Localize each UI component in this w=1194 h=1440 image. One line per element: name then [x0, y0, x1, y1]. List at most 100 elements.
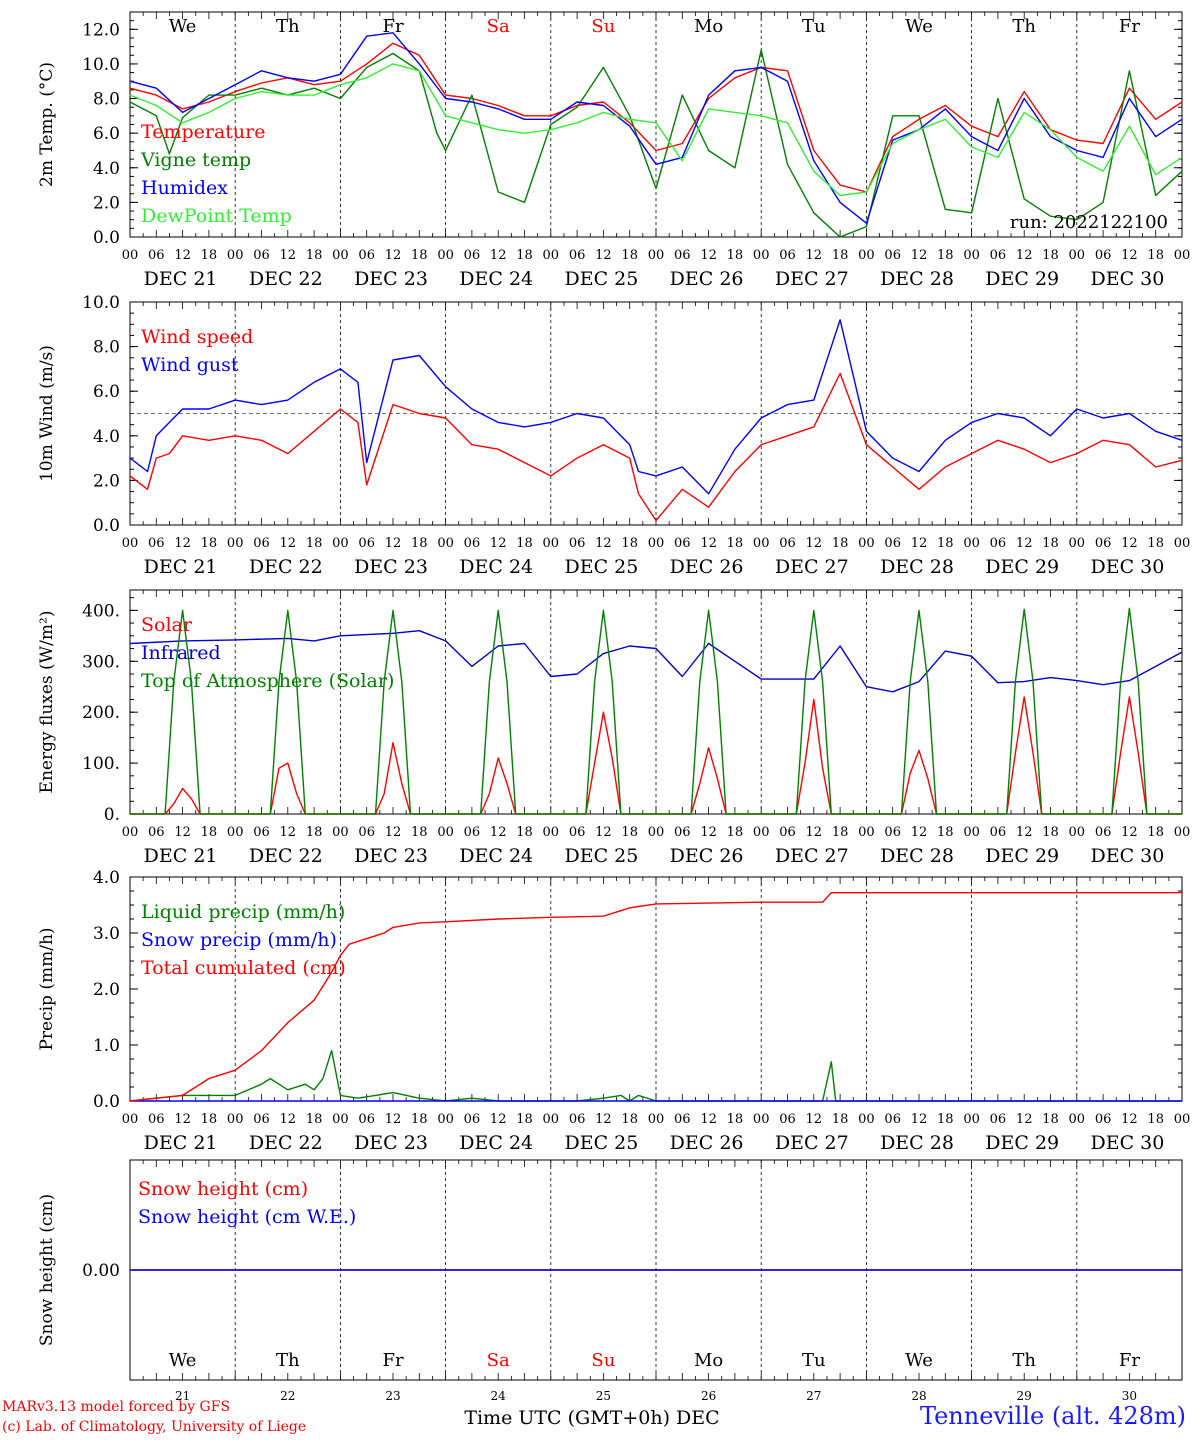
legend-label: Infrared	[141, 642, 221, 664]
date-label: DEC 27	[775, 268, 849, 290]
hour-label: 00	[753, 536, 770, 551]
y-tick-label: 200.	[82, 703, 120, 723]
hour-label: 00	[1069, 248, 1086, 263]
hour-label: 00	[1174, 536, 1191, 551]
hour-label: 18	[1042, 536, 1059, 551]
legend-label: Solar	[141, 614, 193, 636]
date-label: DEC 22	[249, 1132, 323, 1154]
date-label: DEC 27	[775, 845, 849, 867]
legend-label: Humidex	[141, 177, 228, 199]
hour-label: 18	[1147, 248, 1164, 263]
hour-label: 18	[411, 825, 428, 840]
hour-label: 18	[201, 825, 218, 840]
hour-label: 00	[332, 1112, 349, 1127]
hour-label: 18	[832, 1112, 849, 1127]
date-label: DEC 29	[985, 845, 1059, 867]
hour-label: 06	[674, 248, 691, 263]
hour-label: 06	[358, 1112, 375, 1127]
date-label: DEC 26	[670, 556, 744, 578]
hour-label: 06	[358, 825, 375, 840]
legend-label: Vigne temp	[140, 149, 251, 171]
day-number-label: 30	[1122, 1389, 1137, 1403]
run-label: run: 2022122100	[1010, 212, 1168, 233]
hour-label: 12	[174, 248, 191, 263]
weekday-label: Mo	[694, 1350, 723, 1371]
hour-label: 18	[937, 248, 954, 263]
weekday-label: Fr	[382, 16, 403, 37]
hour-label: 00	[753, 825, 770, 840]
hour-label: 18	[306, 825, 323, 840]
date-label: DEC 29	[985, 556, 1059, 578]
y-tick-label: 10.0	[82, 55, 120, 75]
day-number-label: 24	[491, 1389, 507, 1403]
hour-label: 18	[937, 536, 954, 551]
day-number-label: 23	[385, 1389, 400, 1403]
hour-label: 00	[227, 1112, 244, 1127]
hour-label: 06	[990, 248, 1007, 263]
hour-label: 18	[201, 1112, 218, 1127]
hour-label: 12	[595, 825, 612, 840]
y-axis-label: Snow height (cm)	[37, 1194, 57, 1346]
weekday-label: We	[905, 1350, 933, 1371]
hour-label: 18	[727, 1112, 744, 1127]
hour-label: 00	[753, 248, 770, 263]
hour-label: 12	[280, 248, 297, 263]
hour-label: 18	[306, 248, 323, 263]
hour-label: 00	[122, 248, 139, 263]
hour-label: 06	[148, 825, 165, 840]
hour-label: 00	[1174, 825, 1191, 840]
weekday-label: Fr	[382, 1350, 403, 1371]
hour-label: 12	[595, 1112, 612, 1127]
hour-label: 06	[464, 248, 481, 263]
date-label: DEC 25	[564, 556, 638, 578]
y-tick-label: 4.0	[93, 427, 120, 447]
y-axis-label: 2m Temp. (°C)	[37, 62, 57, 187]
hour-label: 12	[1016, 825, 1033, 840]
hour-label: 12	[1016, 1112, 1033, 1127]
hour-label: 12	[385, 825, 402, 840]
date-label: DEC 21	[144, 268, 218, 290]
hour-label: 06	[674, 825, 691, 840]
hour-label: 00	[543, 825, 560, 840]
date-label: DEC 26	[670, 1132, 744, 1154]
y-tick-label: 6.0	[93, 124, 120, 144]
date-label: DEC 22	[249, 845, 323, 867]
hour-label: 00	[858, 248, 875, 263]
weekday-label: Fr	[1119, 1350, 1140, 1371]
hour-label: 00	[1069, 1112, 1086, 1127]
date-label: DEC 30	[1090, 556, 1164, 578]
hour-label: 18	[621, 536, 638, 551]
hour-label: 18	[201, 536, 218, 551]
hour-label: 06	[990, 536, 1007, 551]
hour-label: 00	[122, 1112, 139, 1127]
hour-label: 00	[543, 1112, 560, 1127]
hour-label: 18	[727, 248, 744, 263]
hour-label: 00	[963, 248, 980, 263]
hour-label: 12	[911, 536, 928, 551]
hour-label: 00	[437, 1112, 454, 1127]
series-line	[129, 630, 1183, 693]
y-tick-label: 0.	[104, 805, 120, 825]
hour-label: 12	[280, 536, 297, 551]
day-number-label: 27	[806, 1389, 821, 1403]
hour-label: 00	[648, 536, 665, 551]
hour-label: 18	[516, 825, 533, 840]
hour-label: 00	[1069, 536, 1086, 551]
hour-label: 00	[963, 536, 980, 551]
hour-label: 00	[332, 248, 349, 263]
hour-label: 00	[332, 825, 349, 840]
day-number-label: 28	[911, 1389, 926, 1403]
weekday-label: Su	[591, 1350, 615, 1371]
station-title: Tenneville (alt. 428m)	[919, 1402, 1186, 1430]
hour-label: 06	[884, 825, 901, 840]
hour-label: 12	[280, 1112, 297, 1127]
day-number-label: 22	[280, 1389, 295, 1403]
y-tick-label: 8.0	[93, 90, 120, 110]
hour-label: 18	[306, 536, 323, 551]
legend-label: Wind speed	[141, 326, 253, 348]
date-label: DEC 21	[144, 556, 218, 578]
hour-label: 18	[1042, 1112, 1059, 1127]
hour-label: 12	[1121, 1112, 1138, 1127]
hour-label: 06	[674, 1112, 691, 1127]
weekday-label: We	[169, 16, 197, 37]
